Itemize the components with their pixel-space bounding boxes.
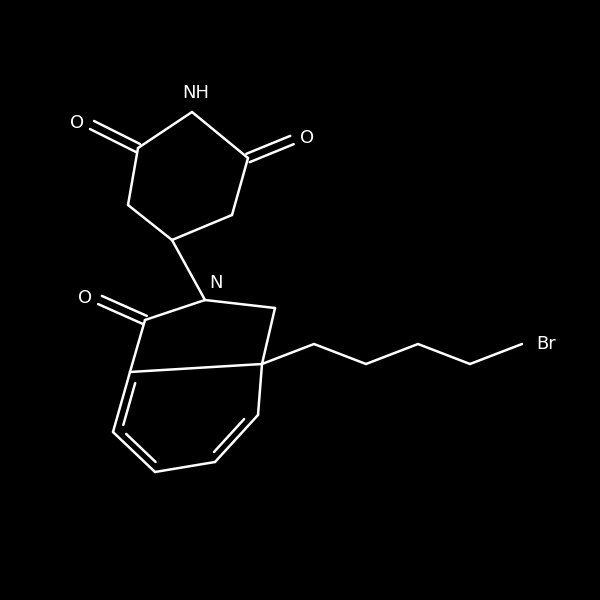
Text: N: N	[209, 274, 223, 292]
Text: Br: Br	[536, 335, 556, 353]
Text: NH: NH	[182, 84, 209, 102]
Text: O: O	[300, 129, 314, 147]
Text: O: O	[78, 289, 92, 307]
Text: O: O	[70, 114, 84, 132]
